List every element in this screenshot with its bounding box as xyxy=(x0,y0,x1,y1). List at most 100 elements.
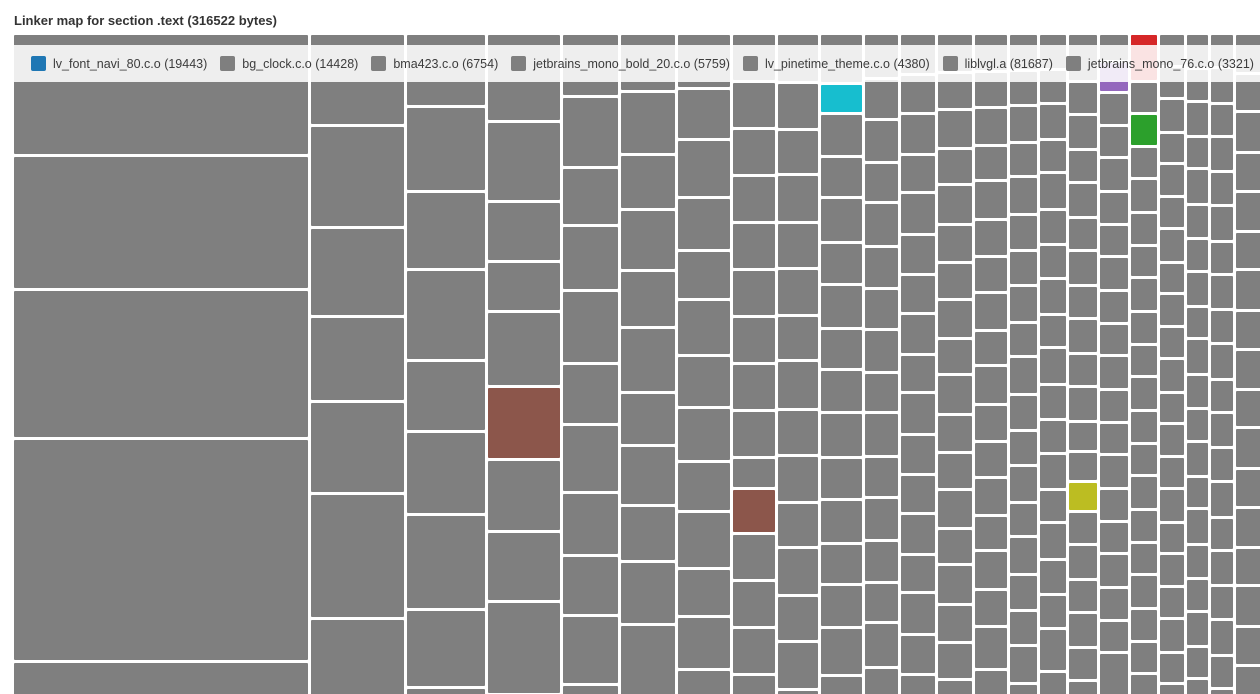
treemap-cell[interactable] xyxy=(1160,588,1184,617)
treemap-cell[interactable] xyxy=(733,676,775,694)
treemap-cell[interactable] xyxy=(1010,324,1037,355)
treemap-cell[interactable] xyxy=(865,458,898,496)
treemap-cell[interactable] xyxy=(1160,165,1184,195)
treemap-cell[interactable] xyxy=(1040,141,1066,171)
treemap-cell[interactable] xyxy=(778,643,818,688)
treemap-cell[interactable] xyxy=(975,479,1007,514)
treemap-cell[interactable] xyxy=(1160,198,1184,227)
treemap-cell[interactable] xyxy=(311,127,404,226)
treemap-cell[interactable] xyxy=(1211,519,1233,549)
treemap-cell[interactable] xyxy=(1160,295,1184,325)
treemap-cell-highlight[interactable] xyxy=(488,388,560,458)
treemap-cell[interactable] xyxy=(1236,351,1260,388)
treemap-cell[interactable] xyxy=(1187,138,1208,167)
treemap-cell[interactable] xyxy=(407,611,485,686)
treemap-cell[interactable] xyxy=(1131,412,1157,442)
treemap-cell[interactable] xyxy=(938,606,972,641)
treemap-cell[interactable] xyxy=(778,84,818,128)
treemap-cell[interactable] xyxy=(621,211,675,269)
treemap-cell[interactable] xyxy=(1211,621,1233,654)
treemap-cell[interactable] xyxy=(821,330,862,368)
treemap-cell[interactable] xyxy=(1160,394,1184,422)
treemap-cell[interactable] xyxy=(621,626,675,694)
treemap-cell[interactable] xyxy=(975,147,1007,179)
treemap-cell[interactable] xyxy=(1069,649,1097,679)
treemap-cell[interactable] xyxy=(1131,445,1157,474)
treemap-cell[interactable] xyxy=(865,121,898,161)
treemap-cell[interactable] xyxy=(733,271,775,315)
treemap-cell[interactable] xyxy=(778,270,818,314)
treemap-cell[interactable] xyxy=(975,182,1007,218)
treemap-cell[interactable] xyxy=(1131,675,1157,694)
treemap-cell[interactable] xyxy=(311,318,404,400)
treemap-cell[interactable] xyxy=(407,689,485,694)
treemap-cell[interactable] xyxy=(488,263,560,310)
treemap-cell[interactable] xyxy=(1100,159,1128,190)
treemap-cell[interactable] xyxy=(1131,511,1157,541)
treemap-cell[interactable] xyxy=(975,406,1007,440)
treemap-cell[interactable] xyxy=(821,158,862,196)
treemap-cell[interactable] xyxy=(1040,174,1066,208)
treemap-cell[interactable] xyxy=(1187,308,1208,337)
treemap-cell[interactable] xyxy=(733,224,775,268)
treemap-cell[interactable] xyxy=(1160,328,1184,357)
treemap-cell[interactable] xyxy=(678,671,730,694)
treemap-cell[interactable] xyxy=(407,108,485,190)
treemap-cell[interactable] xyxy=(1069,682,1097,694)
treemap-cell[interactable] xyxy=(1211,345,1233,378)
treemap-cell[interactable] xyxy=(1131,313,1157,343)
treemap-cell[interactable] xyxy=(563,494,618,554)
treemap-cell[interactable] xyxy=(1010,647,1037,682)
treemap-cell[interactable] xyxy=(938,454,972,488)
treemap-cell[interactable] xyxy=(1211,173,1233,204)
treemap-cell[interactable] xyxy=(1236,429,1260,467)
treemap-cell[interactable] xyxy=(778,457,818,501)
treemap-cell[interactable] xyxy=(1160,490,1184,521)
treemap-cell-highlight[interactable] xyxy=(1069,483,1097,510)
treemap-cell[interactable] xyxy=(733,535,775,579)
treemap-cell[interactable] xyxy=(1069,388,1097,420)
treemap-cell[interactable] xyxy=(865,624,898,666)
treemap-cell[interactable] xyxy=(1236,628,1260,664)
treemap-cell[interactable] xyxy=(1187,680,1208,694)
treemap-cell[interactable] xyxy=(1040,596,1066,627)
treemap-cell[interactable] xyxy=(1069,320,1097,352)
treemap-cell[interactable] xyxy=(1236,509,1260,546)
treemap-cell[interactable] xyxy=(733,130,775,174)
treemap-cell[interactable] xyxy=(621,93,675,153)
treemap-cell[interactable] xyxy=(975,591,1007,625)
treemap-cell[interactable] xyxy=(1069,614,1097,646)
treemap-cell[interactable] xyxy=(1100,391,1128,421)
treemap-cell[interactable] xyxy=(901,115,935,153)
treemap-cell[interactable] xyxy=(938,416,972,451)
treemap-cell[interactable] xyxy=(1187,478,1208,507)
treemap-cell[interactable] xyxy=(1160,620,1184,651)
treemap-cell[interactable] xyxy=(678,570,730,615)
treemap-cell[interactable] xyxy=(563,169,618,224)
treemap-cell[interactable] xyxy=(821,501,862,542)
treemap-cell[interactable] xyxy=(938,150,972,183)
treemap-cell[interactable] xyxy=(678,409,730,460)
treemap-cell[interactable] xyxy=(733,412,775,456)
treemap-cell[interactable] xyxy=(865,290,898,328)
treemap-cell[interactable] xyxy=(1187,410,1208,440)
treemap-cell[interactable] xyxy=(733,83,775,127)
treemap-cell[interactable] xyxy=(1040,246,1066,277)
treemap-cell[interactable] xyxy=(1069,355,1097,385)
treemap-cell[interactable] xyxy=(865,331,898,371)
treemap-cell[interactable] xyxy=(1069,184,1097,216)
treemap-cell[interactable] xyxy=(1100,654,1128,694)
treemap-cell[interactable] xyxy=(938,186,972,223)
treemap-cell[interactable] xyxy=(1010,216,1037,249)
treemap-cell[interactable] xyxy=(1040,491,1066,521)
treemap-cell[interactable] xyxy=(821,586,862,626)
treemap-cell[interactable] xyxy=(865,164,898,201)
treemap-cell[interactable] xyxy=(901,276,935,312)
treemap-cell[interactable] xyxy=(901,315,935,353)
treemap-cell[interactable] xyxy=(1069,581,1097,611)
treemap-cell[interactable] xyxy=(938,530,972,563)
treemap-cell[interactable] xyxy=(975,221,1007,255)
treemap-cell[interactable] xyxy=(14,440,308,660)
treemap-cell[interactable] xyxy=(1131,544,1157,573)
treemap-cell[interactable] xyxy=(1236,271,1260,309)
